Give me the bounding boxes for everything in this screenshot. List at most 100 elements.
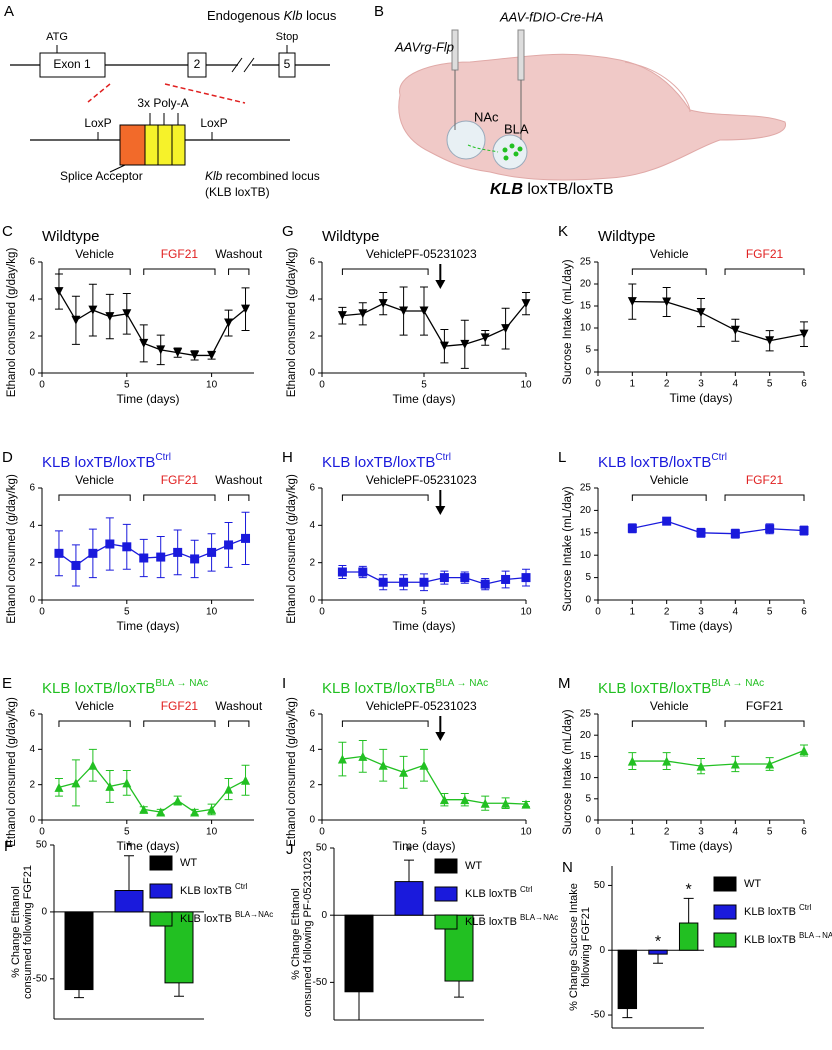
error-bar [653,954,663,964]
line-chart: C Wildtype 0 2 4 6 0 5 10 Ethanol consumed (g/day… [2,223,263,406]
marker [71,778,81,788]
y-tick-label: 10 [580,323,592,334]
panel-letter: E [2,675,12,692]
x-tick-label: 0 [319,827,325,838]
significance-mark: * [655,933,661,950]
marker [378,299,388,309]
panel-letter: K [558,223,568,240]
marker [480,333,490,343]
period-bracket [341,720,429,727]
y-tick-label: 5 [585,345,591,356]
exon-label: 5 [284,57,291,71]
y-tick-label: 0 [309,595,315,606]
marker [480,798,490,808]
legend-superscript: BLA→NAc [235,910,273,919]
title-superscript: Ctrl [435,452,451,463]
arrow-head [435,280,446,289]
marker [730,759,740,769]
locus-label: Endogenous Klb locus [207,8,337,23]
recombined-name: (KLB loxTB) [205,185,270,199]
x-tick-label: 5 [767,827,773,838]
legend-text: KLB loxTB [180,885,232,897]
marker [627,756,637,766]
x-tick-label: 5 [767,379,773,390]
y-tick-label: 25 [580,257,592,268]
marker [521,799,531,809]
y-tick-label: 2 [309,557,315,568]
series-line [632,749,805,767]
legend-label: KLB loxTB Ctrl [744,903,812,918]
title-superscript: BLA → NAc [435,678,488,689]
y-tick-label: 6 [29,709,35,720]
legend-text: KLB loxTB [180,913,232,925]
marker [501,324,511,334]
legend-swatch [434,914,458,930]
legend-text: WT [180,857,197,869]
error-bar [354,991,364,1021]
y-tick-label: 10 [580,550,592,561]
period-bracket [724,268,805,275]
legend-swatch [713,904,737,920]
annotation: PF-05231023 [404,247,477,261]
marker [54,548,64,558]
legend-text: KLB loxTB [465,916,517,928]
error-bar [174,982,184,997]
legend-text: KLB loxTB [744,906,796,918]
marker [480,579,490,589]
x-axis-label: Time (days) [117,392,180,406]
marker [765,524,775,534]
marker [173,547,183,557]
x-tick-label: 0 [595,827,601,838]
error-bar [404,859,414,882]
panel-letter: D [2,449,13,466]
y-tick-label: 25 [580,483,592,494]
x-tick-label: 2 [664,827,670,838]
y-tick-label: 10 [580,772,592,783]
y-tick-label: 50 [594,880,606,891]
marker [696,761,706,771]
marker [88,305,98,315]
y-axis-label: Sucrose Intake (mL/day) [562,486,574,611]
marker [399,306,409,316]
y-axis-label: consumed following PF-05231023 [302,851,314,1017]
y-tick-label: -50 [591,1010,606,1021]
bar [617,949,638,1010]
bar [648,949,668,955]
x-tick-label: 6 [801,379,807,390]
exon-label: 2 [194,57,201,71]
line-chart: M KLB loxTB/loxTBBLA → NAc 0 5 10 15 20 25 0 1 2 3 4… [558,675,809,853]
marker [439,573,449,583]
marker [241,533,251,543]
legend-swatch [713,876,737,892]
x-axis-label: Time (days) [117,619,180,633]
legend-superscript: Ctrl [235,882,248,891]
y-tick-label: 0 [29,368,35,379]
bar [114,890,144,913]
y-tick-label: 20 [580,505,592,516]
legend-swatch [434,858,458,874]
period-bracket [228,720,250,727]
y-tick-label: 15 [580,751,592,762]
x-tick-label: 5 [421,607,427,618]
chart-title: KLB loxTB/loxTBBLA → NAc [42,678,208,697]
marker [460,795,470,805]
marker [224,318,234,328]
period-label: Vehicle [75,247,114,261]
splice-label: Splice Acceptor [60,169,143,183]
marker [337,754,347,764]
x-tick-label: 0 [319,380,325,391]
x-tick-label: 1 [630,827,636,838]
legend-label: WT [180,857,197,869]
marker [224,540,234,550]
marker [521,573,531,583]
y-axis-label: Ethanol consumed (g/day/kg) [286,248,298,398]
period-bracket [631,494,707,501]
marker [54,782,64,792]
marker [765,759,775,769]
x-tick-label: 0 [595,379,601,390]
loxp-label: LoxP [84,116,111,130]
marker [521,299,531,309]
y-tick-label: 0 [585,815,591,826]
annotation: PF-05231023 [404,699,477,713]
